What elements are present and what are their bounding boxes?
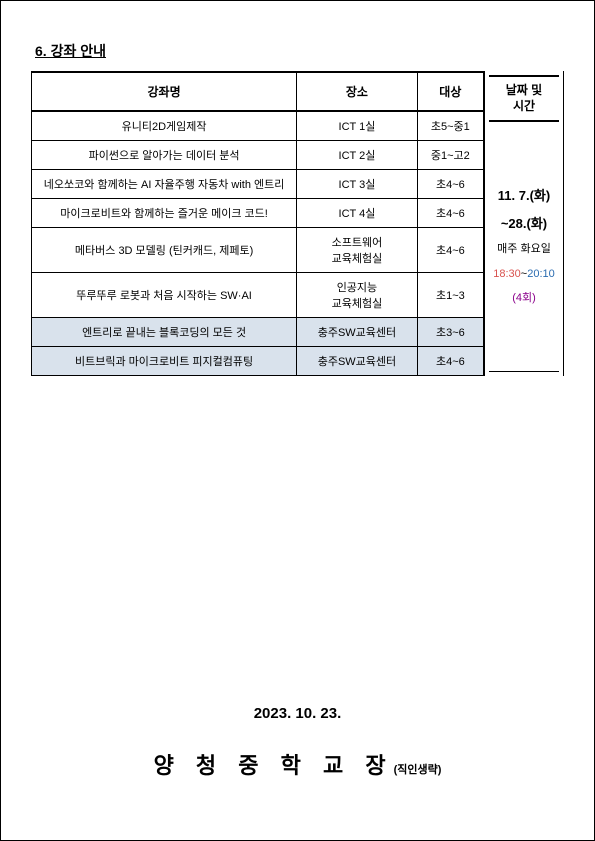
signature-main: 양 청 중 학 교 장 [154,753,394,778]
cell-course: 마이크로비트와 함께하는 즐거운 메이크 코드! [32,199,297,228]
date-range-1: 11. 7.(화) [491,186,557,206]
footer-date: 2023. 10. 23. [1,705,594,722]
course-table: 강좌명 장소 대상 유니티2D게임제작ICT 1실초5~중1파이썬으로 알아가는… [31,71,484,376]
date-range-2: ~28.(화) [491,214,557,234]
cell-course: 네오쏘코와 함께하는 AI 자율주행 자동차 with 엔트리 [32,170,297,199]
cell-place: 충주SW교육센터 [297,318,418,347]
time-start: 18:30 [493,268,521,280]
cell-course: 비트브릭과 마이크로비트 피지컬컴퓨팅 [32,347,297,376]
table-row: 유니티2D게임제작ICT 1실초5~중1 [32,111,484,141]
time-end: 20:10 [527,268,555,280]
cell-target: 초4~6 [417,170,483,199]
footer-section: 2023. 10. 23. 양 청 중 학 교 장(직인생략) [1,705,594,780]
cell-place: ICT 3실 [297,170,418,199]
cell-place: ICT 1실 [297,111,418,141]
section-title: 6. 강좌 안내 [31,41,564,61]
cell-course: 메타버스 3D 모델링 (틴커캐드, 제페토) [32,228,297,273]
cell-course: 엔트리로 끝내는 블록코딩의 모든 것 [32,318,297,347]
cell-target: 초4~6 [417,199,483,228]
cell-target: 초3~6 [417,318,483,347]
cell-place: ICT 4실 [297,199,418,228]
table-row: 파이썬으로 알아가는 데이터 분석ICT 2실중1~고2 [32,141,484,170]
table-row: 네오쏘코와 함께하는 AI 자율주행 자동차 with 엔트리ICT 3실초4~… [32,170,484,199]
footer-signature: 양 청 중 학 교 장(직인생략) [1,748,594,780]
header-course: 강좌명 [32,72,297,111]
cell-target: 초1~3 [417,273,483,318]
cell-place: 소프트웨어 교육체험실 [297,228,418,273]
table-row: 메타버스 3D 모델링 (틴커캐드, 제페토)소프트웨어 교육체험실초4~6 [32,228,484,273]
table-row: 뚜루뚜루 로봇과 처음 시작하는 SW·AI인공지능 교육체험실초1~3 [32,273,484,318]
time-line: 18:30~20:10 [491,266,557,283]
table-row: 마이크로비트와 함께하는 즐거운 메이크 코드!ICT 4실초4~6 [32,199,484,228]
course-table-wrap: 강좌명 장소 대상 유니티2D게임제작ICT 1실초5~중1파이썬으로 알아가는… [31,71,564,376]
cell-place: 충주SW교육센터 [297,347,418,376]
cell-course: 유니티2D게임제작 [32,111,297,141]
cell-place: ICT 2실 [297,141,418,170]
cell-target: 초5~중1 [417,111,483,141]
date-column: 날짜 및 시간 11. 7.(화) ~28.(화) 매주 화요일 18:30~2… [484,71,564,376]
header-date: 날짜 및 시간 [489,75,559,122]
signature-sub: (직인생략) [394,764,442,776]
cell-target: 초4~6 [417,228,483,273]
header-target: 대상 [417,72,483,111]
date-body: 11. 7.(화) ~28.(화) 매주 화요일 18:30~20:10 (4회… [489,122,559,372]
header-place: 장소 [297,72,418,111]
cell-place: 인공지능 교육체험실 [297,273,418,318]
time-count: (4회) [491,290,557,307]
table-row: 비트브릭과 마이크로비트 피지컬컴퓨팅충주SW교육센터초4~6 [32,347,484,376]
cell-course: 뚜루뚜루 로봇과 처음 시작하는 SW·AI [32,273,297,318]
table-header-row: 강좌명 장소 대상 [32,72,484,111]
table-row: 엔트리로 끝내는 블록코딩의 모든 것충주SW교육센터초3~6 [32,318,484,347]
cell-course: 파이썬으로 알아가는 데이터 분석 [32,141,297,170]
cell-target: 초4~6 [417,347,483,376]
cell-target: 중1~고2 [417,141,483,170]
weekday: 매주 화요일 [491,241,557,258]
